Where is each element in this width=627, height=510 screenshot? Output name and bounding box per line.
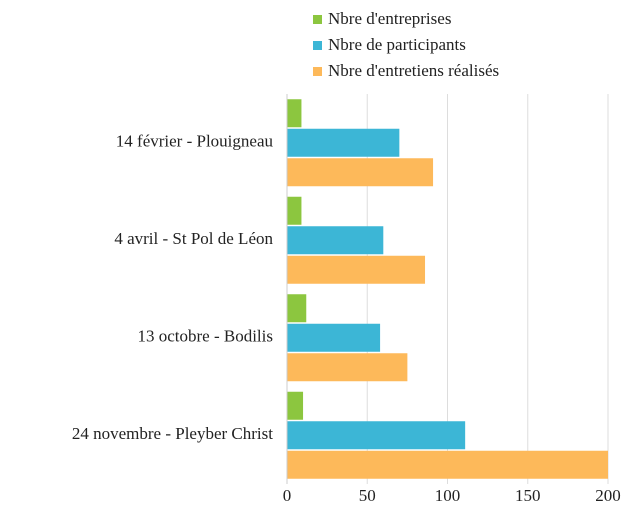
x-tick-label: 100 [435, 486, 461, 505]
bar [287, 391, 304, 420]
bar [287, 294, 307, 323]
legend-swatch [313, 41, 322, 50]
bar [287, 450, 608, 479]
legend-label: Nbre de participants [328, 35, 466, 54]
legend-label: Nbre d'entretiens réalisés [328, 61, 499, 80]
y-tick-label: 13 octobre - Bodilis [137, 327, 273, 346]
x-tick-label: 0 [283, 486, 292, 505]
bar [287, 99, 302, 128]
x-tick-label: 150 [515, 486, 541, 505]
y-tick-label: 24 novembre - Pleyber Christ [72, 424, 273, 443]
bar [287, 255, 426, 284]
bar [287, 196, 302, 225]
bar [287, 421, 466, 450]
bar [287, 323, 381, 352]
bar [287, 353, 408, 382]
bar [287, 226, 384, 255]
legend-swatch [313, 15, 322, 24]
y-tick-label: 4 avril - St Pol de Léon [114, 229, 273, 248]
x-tick-label: 200 [595, 486, 621, 505]
legend-label: Nbre d'entreprises [328, 9, 451, 28]
x-tick-label: 50 [359, 486, 376, 505]
bar [287, 128, 400, 157]
y-tick-label: 14 février - Plouigneau [116, 132, 274, 151]
legend-swatch [313, 67, 322, 76]
bar [287, 158, 434, 187]
